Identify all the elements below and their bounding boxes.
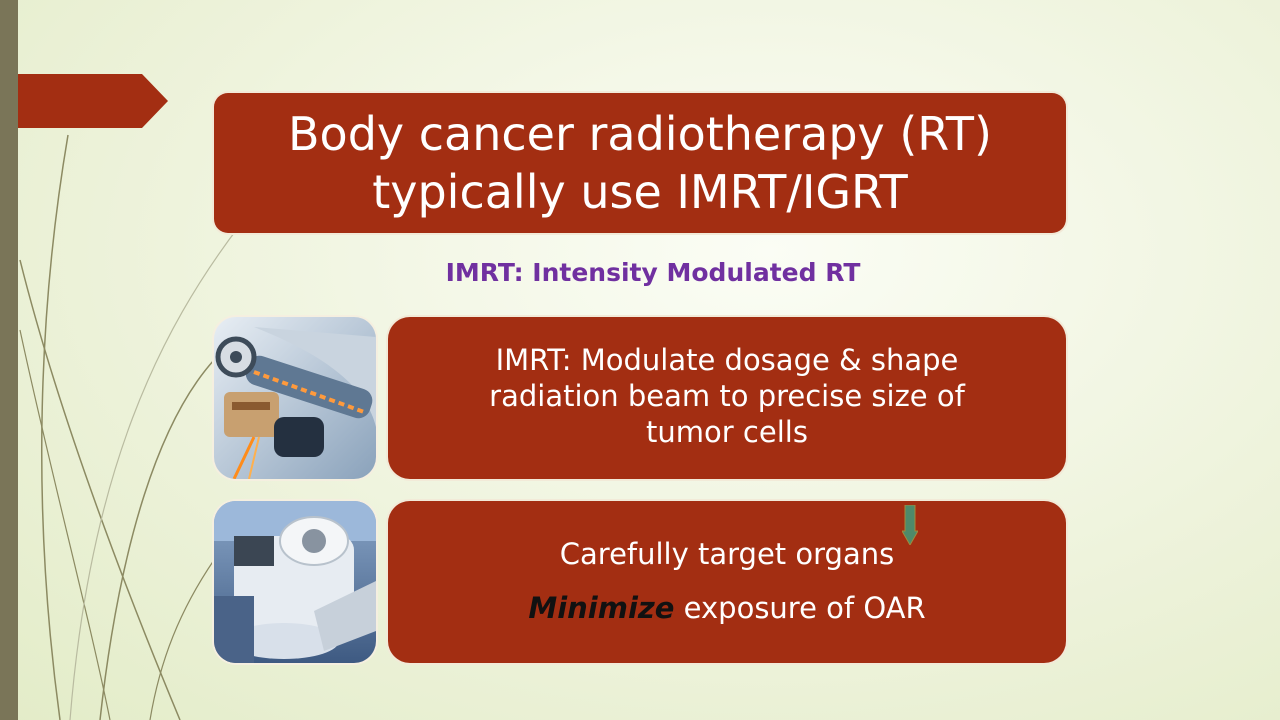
info-card-targeting: Carefully target organs Minimize exposur… — [388, 501, 1066, 663]
minimize-emphasis: Minimize — [528, 591, 675, 625]
radiotherapy-machine-image — [214, 501, 376, 663]
title-box: Body cancer radiotherapy (RT) typically … — [214, 93, 1066, 233]
info-card-imrt: IMRT: Modulate dosage & shape radiation … — [388, 317, 1066, 479]
left-accent-bar — [0, 0, 18, 720]
linac-gantry-image — [214, 317, 376, 479]
exposure-rest: exposure of OAR — [674, 591, 926, 625]
minimize-exposure-text: Minimize exposure of OAR — [388, 591, 1066, 625]
decorative-curves — [19, 134, 241, 720]
pentagon-arrow-icon — [18, 74, 168, 128]
down-arrow-icon — [902, 505, 918, 545]
slide-title: Body cancer radiotherapy (RT) typically … — [288, 107, 992, 219]
target-organs-text: Carefully target organs — [559, 537, 895, 571]
slide-subtitle: IMRT: Intensity Modulated RT — [445, 258, 861, 287]
imrt-description: IMRT: Modulate dosage & shape radiation … — [489, 343, 965, 449]
